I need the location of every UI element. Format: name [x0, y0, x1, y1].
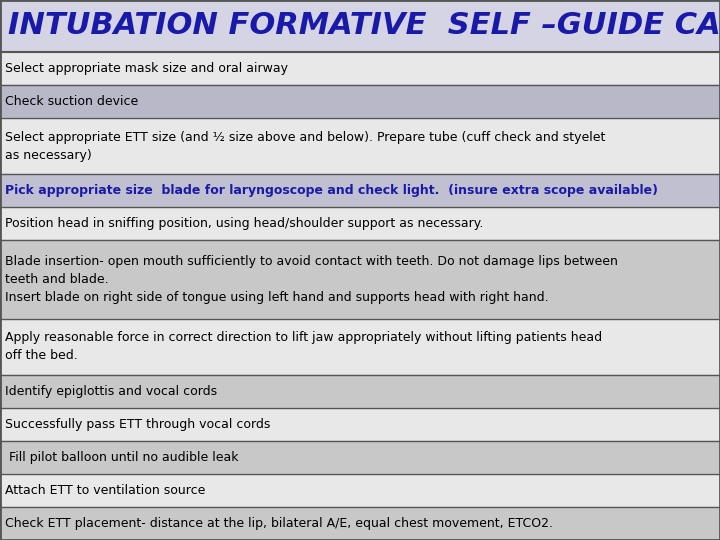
- Text: Blade insertion- open mouth sufficiently to avoid contact with teeth. Do not dam: Blade insertion- open mouth sufficiently…: [5, 255, 618, 304]
- Bar: [0, 408, 720, 441]
- Text: Pick appropriate size  blade for laryngoscope and check light.  (insure extra sc: Pick appropriate size blade for laryngos…: [5, 184, 658, 197]
- Bar: [0, 174, 720, 207]
- Text: Successfully pass ETT through vocal cords: Successfully pass ETT through vocal cord…: [5, 418, 271, 431]
- Text: Identify epiglottis and vocal cords: Identify epiglottis and vocal cords: [5, 385, 217, 398]
- Bar: [0, 507, 720, 540]
- Text: Position head in sniffing position, using head/shoulder support as necessary.: Position head in sniffing position, usin…: [5, 217, 483, 230]
- Bar: [0, 0, 720, 52]
- Text: Fill pilot balloon until no audible leak: Fill pilot balloon until no audible leak: [5, 451, 238, 464]
- Bar: [0, 441, 720, 474]
- Text: Select appropriate mask size and oral airway: Select appropriate mask size and oral ai…: [5, 62, 288, 75]
- Text: Apply reasonable force in correct direction to lift jaw appropriately without li: Apply reasonable force in correct direct…: [5, 332, 602, 362]
- Bar: [0, 85, 720, 118]
- Text: Attach ETT to ventilation source: Attach ETT to ventilation source: [5, 484, 205, 497]
- Bar: [0, 474, 720, 507]
- Text: Check suction device: Check suction device: [5, 95, 138, 108]
- Bar: [0, 52, 720, 85]
- Bar: [0, 207, 720, 240]
- Text: INTUBATION FORMATIVE  SELF –GUIDE CARD: INTUBATION FORMATIVE SELF –GUIDE CARD: [8, 11, 720, 40]
- Text: Select appropriate ETT size (and ½ size above and below). Prepare tube (cuff che: Select appropriate ETT size (and ½ size …: [5, 131, 606, 161]
- Bar: [0, 375, 720, 408]
- Bar: [0, 240, 720, 319]
- Text: Check ETT placement- distance at the lip, bilateral A/E, equal chest movement, E: Check ETT placement- distance at the lip…: [5, 517, 553, 530]
- Bar: [0, 118, 720, 174]
- Bar: [0, 319, 720, 375]
